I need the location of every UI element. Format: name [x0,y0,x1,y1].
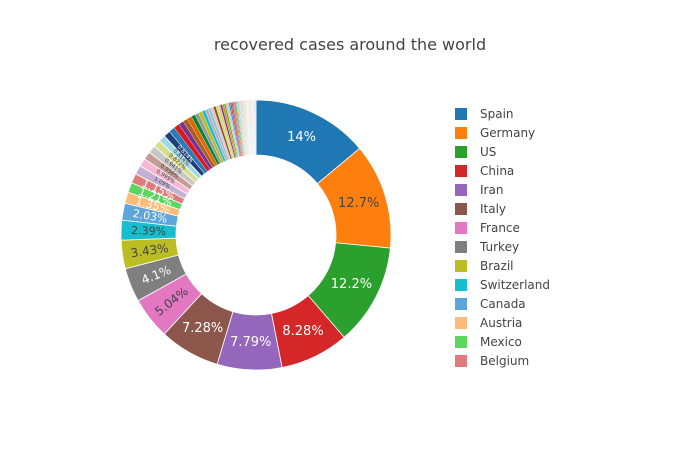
slice-label-brazil: 3.43% [130,241,170,260]
legend-swatch-mexico[interactable] [455,336,467,348]
legend-label-austria[interactable]: Austria [480,316,522,330]
slice-label-us: 12.2% [331,277,372,292]
slice-label-spain: 14% [287,130,316,145]
legend-label-turkey[interactable]: Turkey [479,240,519,254]
legend-label-mexico[interactable]: Mexico [480,335,522,349]
legend-label-canada[interactable]: Canada [480,297,526,311]
legend-label-brazil[interactable]: Brazil [480,259,514,273]
chart-title: recovered cases around the world [214,35,486,54]
slice-label-canada: 2.03% [132,207,169,226]
legend-label-france[interactable]: France [480,221,520,235]
legend-label-us[interactable]: US [480,145,496,159]
slice-label-china: 8.28% [282,324,323,339]
legend-swatch-iran[interactable] [455,184,467,196]
slice-label-germany: 12.7% [338,196,379,211]
legend-swatch-italy[interactable] [455,203,467,215]
legend-swatch-brazil[interactable] [455,260,467,272]
slice-label-switzerland: 2.39% [131,224,166,238]
slices-group [120,99,392,371]
legend-label-china[interactable]: China [480,164,514,178]
slice-label-iran: 7.79% [230,335,271,350]
slice-label-italy: 7.28% [182,321,223,336]
legend-swatch-spain[interactable] [455,108,467,120]
legend-label-italy[interactable]: Italy [480,202,506,216]
legend: Spain Germany US China Iran Italy France Turkey… [455,107,550,368]
slice-labels-group: 14%12.7%12.2%8.28%7.79%7.28%5.04%4.1%3.4… [130,130,380,350]
legend-label-spain[interactable]: Spain [480,107,514,121]
legend-swatch-switzerland[interactable] [455,279,467,291]
legend-label-germany[interactable]: Germany [480,126,535,140]
legend-swatch-turkey[interactable] [455,241,467,253]
legend-label-iran[interactable]: Iran [480,183,503,197]
legend-swatch-france[interactable] [455,222,467,234]
legend-swatch-canada[interactable] [455,298,467,310]
legend-swatch-us[interactable] [455,146,467,158]
legend-label-belgium[interactable]: Belgium [480,354,529,368]
legend-swatch-belgium[interactable] [455,355,467,367]
legend-swatch-germany[interactable] [455,127,467,139]
legend-swatch-austria[interactable] [455,317,467,329]
legend-label-switzerland[interactable]: Switzerland [480,278,550,292]
legend-swatch-china[interactable] [455,165,467,177]
